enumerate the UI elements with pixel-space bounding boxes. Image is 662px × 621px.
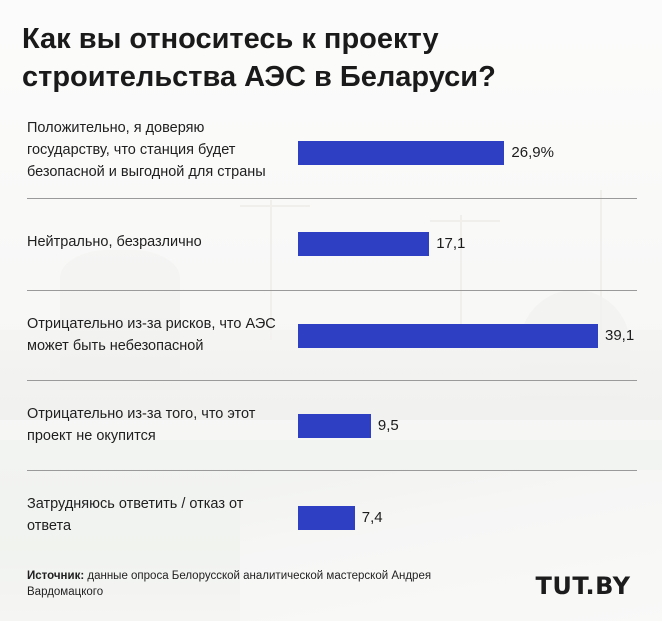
bar	[298, 232, 430, 256]
chart-title: Как вы относитесь к проекту строительств…	[22, 23, 496, 93]
row-divider	[27, 380, 637, 381]
source-note: Источник: данные опроса Белорусской анал…	[27, 568, 467, 600]
category-label: Затрудняюсь ответить / отказ от ответа	[27, 496, 244, 534]
category-label: Отрицательно из-за рисков, что АЭС может…	[27, 316, 276, 354]
data-label: 39,1	[605, 327, 635, 344]
category-label: Отрицательно из-за того, что этот проект…	[27, 406, 256, 444]
row-divider	[27, 198, 637, 199]
row-divider	[27, 470, 637, 471]
data-label: 26,9%	[511, 144, 554, 161]
bar	[298, 506, 355, 530]
source-text: данные опроса Белорусской аналитической …	[27, 570, 432, 598]
source-label: Источник:	[27, 570, 85, 582]
category-label: Нейтрально, безразлично	[27, 234, 202, 250]
data-label: 9,5	[377, 417, 399, 434]
bar	[298, 414, 371, 438]
category-label: Положительно, я доверяю государству, что…	[27, 120, 266, 180]
data-label: 17,1	[436, 235, 466, 252]
bar	[298, 324, 598, 348]
tutby-logo: TUT.BY	[535, 572, 631, 600]
bar	[298, 141, 505, 165]
data-label: 7,4	[361, 509, 383, 526]
row-divider	[27, 290, 637, 291]
